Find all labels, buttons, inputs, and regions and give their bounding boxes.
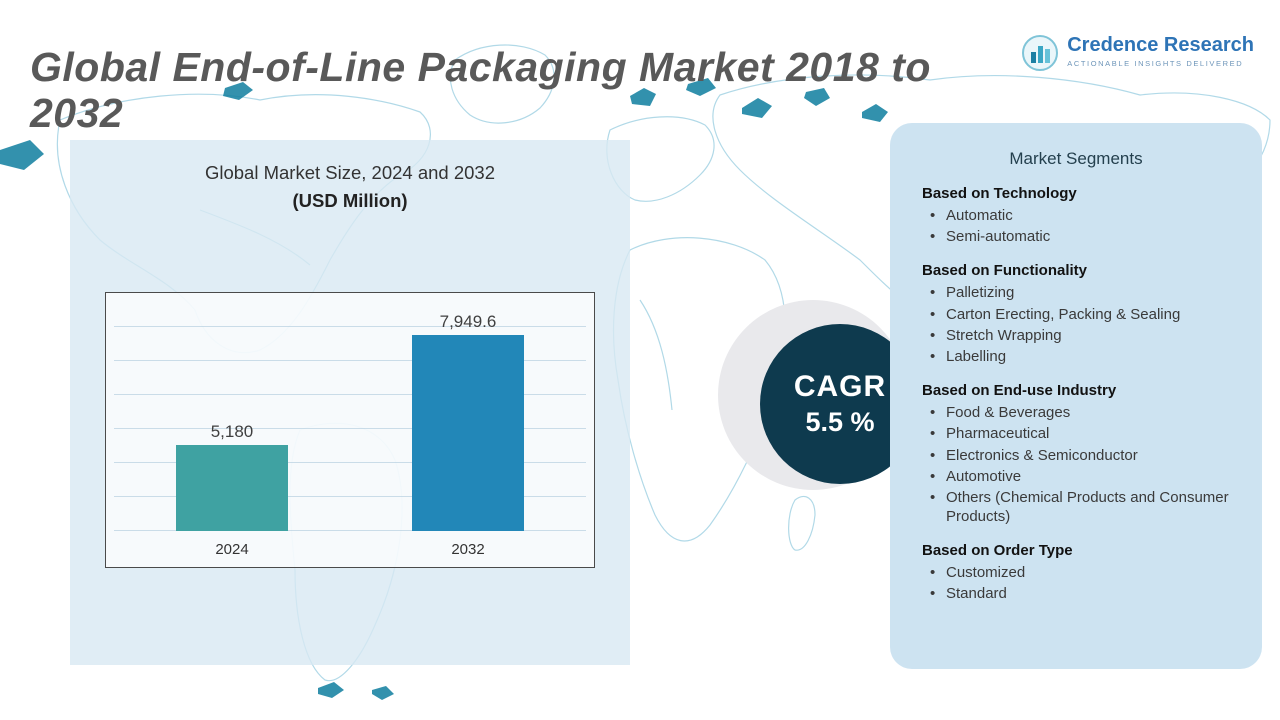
credence-logo: Credence Research Actionable Insights De… [1021, 34, 1254, 72]
bar-plot: 5,180 7,949.6 [114, 312, 586, 531]
segment-item: Stretch Wrapping [922, 326, 1230, 345]
bar-column: 7,949.6 [412, 312, 524, 531]
segment-item: Palletizing [922, 283, 1230, 302]
segment-item: Automotive [922, 467, 1230, 486]
bar-value-label: 5,180 [210, 422, 254, 441]
chart-title: Global Market Size, 2024 and 2032 [204, 162, 496, 183]
logo-tagline: Actionable Insights Delivered [1067, 59, 1244, 68]
cagr-badge-wrap: CAGR 5.5 % [718, 300, 920, 500]
segment-groups: Based on Technology Automatic Semi-automat… [922, 185, 1230, 604]
segment-group-heading: Based on End-use Industry [922, 382, 1117, 400]
x-axis-label: 2032 [451, 541, 485, 558]
segment-item: Others (Chemical Products and Consumer P… [922, 488, 1230, 526]
bar-value-label: 7,949.6 [439, 312, 497, 331]
bar-column: 5,180 [176, 422, 288, 531]
segment-item: Labelling [922, 347, 1230, 366]
page-title: Global End-of-Line Packaging Market 2018… [30, 44, 931, 137]
segment-item: Semi-automatic [922, 227, 1230, 246]
cagr-value: 5.5 % [805, 407, 875, 437]
segment-group-heading: Based on Order Type [922, 542, 1073, 560]
segment-group-heading: Based on Functionality [922, 262, 1088, 280]
bar [176, 445, 288, 531]
bar [412, 335, 524, 531]
segment-item: Standard [922, 584, 1230, 603]
chart-subtitle: (USD Million) [292, 190, 408, 211]
segment-item: Pharmaceutical [922, 424, 1230, 443]
logo-icon [1022, 35, 1059, 71]
chart-panel: Global Market Size, 2024 and 2032 (USD M… [70, 140, 630, 665]
segment-item: Food & Beverages [922, 403, 1230, 422]
segment-item: Automatic [922, 206, 1230, 225]
segment-item: Electronics & Semiconductor [922, 446, 1230, 465]
x-axis-labels: 2024 2032 [114, 541, 586, 558]
segment-item: Customized [922, 563, 1230, 582]
segments-title: Market Segments [1009, 149, 1143, 168]
logo-wordmark: Credence Research [1067, 34, 1254, 56]
bar-chart: 5,180 7,949.6 2024 2032 [105, 292, 595, 568]
x-axis-label: 2024 [215, 541, 249, 558]
segments-panel: Market Segments Based on Technology Autom… [890, 123, 1262, 669]
segment-item: Carton Erecting, Packing & Sealing [922, 305, 1230, 324]
segment-group-heading: Based on Technology [922, 185, 1077, 202]
cagr-label: CAGR [793, 370, 887, 403]
